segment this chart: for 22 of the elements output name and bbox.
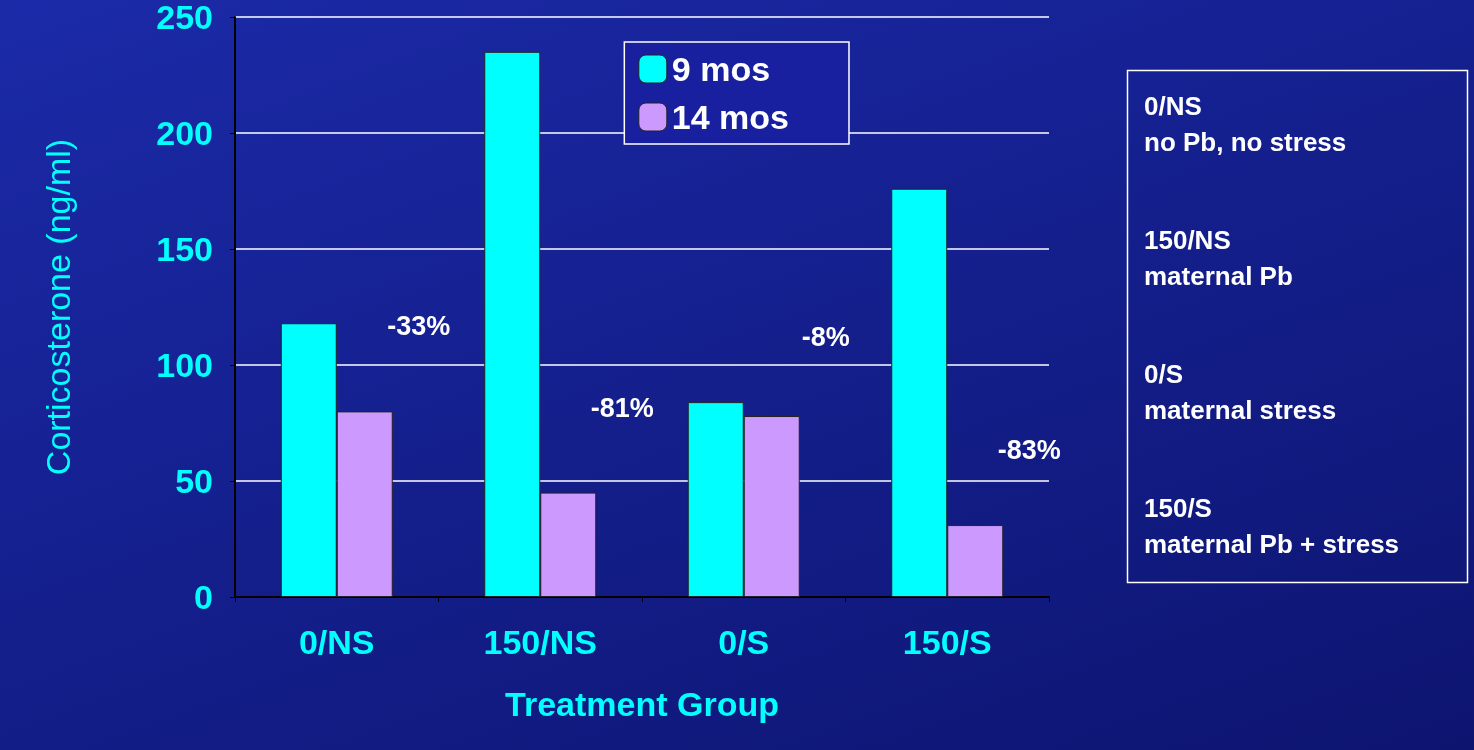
text: 150/S maternal Pb + stress xyxy=(1144,493,1400,559)
y-tick-label: 250 xyxy=(156,0,213,36)
annotation: -33% xyxy=(387,311,451,341)
legend-label: 9 mos xyxy=(671,50,771,88)
text: 150/NS maternal Pb xyxy=(1144,225,1293,291)
x-tick-label: 0/NS xyxy=(298,623,375,661)
text: 0/NS no Pb, no stress xyxy=(1144,91,1347,157)
annotation: -8% xyxy=(801,322,850,352)
y-tick-label: 0 xyxy=(194,578,213,616)
y-tick-label: 50 xyxy=(175,462,213,500)
x-axis-title: Treatment Group xyxy=(505,685,779,723)
x-tick-label: 0/S xyxy=(718,623,770,661)
annotation: -81% xyxy=(590,393,654,423)
text: 0/S maternal stress xyxy=(1144,359,1337,425)
x-tick-label: 150/NS xyxy=(483,623,597,661)
y-tick-label: 150 xyxy=(156,230,213,268)
y-tick-label: 100 xyxy=(156,346,213,384)
y-tick-label: 200 xyxy=(156,114,213,152)
annotation: -83% xyxy=(997,435,1061,465)
x-tick-label: 150/S xyxy=(902,623,992,661)
legend-label: 14 mos xyxy=(671,98,790,136)
y-axis-title: Corticosterone (ng/ml) xyxy=(39,138,77,476)
